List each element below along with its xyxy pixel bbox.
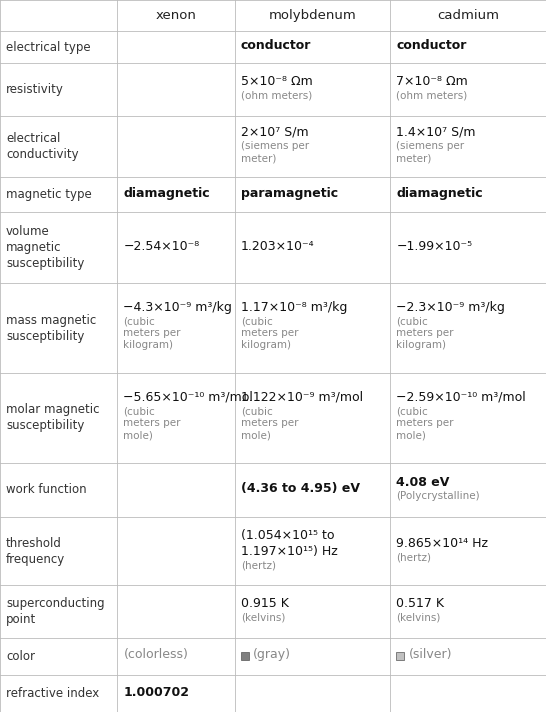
Text: (silver): (silver) [408, 649, 452, 661]
Text: (kelvins): (kelvins) [241, 613, 285, 623]
Text: (siemens per
meter): (siemens per meter) [396, 142, 465, 163]
Text: (ohm meters): (ohm meters) [396, 91, 467, 101]
Bar [396, 652, 405, 660]
Text: 9.865×10¹⁴ Hz: 9.865×10¹⁴ Hz [396, 537, 488, 550]
Text: (kelvins): (kelvins) [396, 613, 441, 623]
Text: refractive index: refractive index [6, 687, 99, 700]
Text: mass magnetic
susceptibility: mass magnetic susceptibility [6, 313, 96, 342]
Text: molybdenum: molybdenum [269, 9, 357, 22]
Text: diamagnetic: diamagnetic [123, 187, 210, 200]
Text: cadmium: cadmium [437, 9, 499, 22]
Text: (cubic
meters per
kilogram): (cubic meters per kilogram) [241, 316, 298, 350]
Text: electrical type: electrical type [6, 41, 91, 53]
Bar [241, 652, 249, 660]
Text: (siemens per
meter): (siemens per meter) [241, 142, 309, 163]
Text: (cubic
meters per
kilogram): (cubic meters per kilogram) [396, 316, 454, 350]
Text: (cubic
meters per
mole): (cubic meters per mole) [123, 406, 181, 440]
Text: −1.99×10⁻⁵: −1.99×10⁻⁵ [396, 240, 472, 253]
Text: (4.36 to 4.95) eV: (4.36 to 4.95) eV [241, 482, 360, 495]
Text: 7×10⁻⁸ Ωm: 7×10⁻⁸ Ωm [396, 75, 468, 88]
Text: (hertz): (hertz) [396, 553, 431, 562]
Text: xenon: xenon [156, 9, 197, 22]
Text: volume
magnetic
susceptibility: volume magnetic susceptibility [6, 225, 85, 271]
Text: diamagnetic: diamagnetic [396, 187, 483, 200]
Text: (hertz): (hertz) [241, 560, 276, 570]
Text: (ohm meters): (ohm meters) [241, 91, 312, 101]
Text: 5×10⁻⁸ Ωm: 5×10⁻⁸ Ωm [241, 75, 312, 88]
Text: electrical
conductivity: electrical conductivity [6, 132, 79, 161]
Text: paramagnetic: paramagnetic [241, 187, 338, 200]
Text: (colorless): (colorless) [123, 649, 188, 661]
Text: −2.3×10⁻⁹ m³/kg: −2.3×10⁻⁹ m³/kg [396, 300, 505, 314]
Text: 0.517 K: 0.517 K [396, 597, 444, 610]
Text: 1.203×10⁻⁴: 1.203×10⁻⁴ [241, 240, 314, 253]
Text: −4.3×10⁻⁹ m³/kg: −4.3×10⁻⁹ m³/kg [123, 300, 232, 314]
Text: conductor: conductor [241, 39, 311, 52]
Text: 1.17×10⁻⁸ m³/kg: 1.17×10⁻⁸ m³/kg [241, 300, 347, 314]
Text: conductor: conductor [396, 39, 467, 52]
Text: 1.4×10⁷ S/m: 1.4×10⁷ S/m [396, 126, 476, 139]
Text: color: color [6, 650, 35, 663]
Text: magnetic type: magnetic type [6, 188, 92, 201]
Text: (gray): (gray) [253, 649, 291, 661]
Text: superconducting
point: superconducting point [6, 597, 105, 626]
Text: 1.000702: 1.000702 [123, 686, 189, 698]
Text: 1.122×10⁻⁹ m³/mol: 1.122×10⁻⁹ m³/mol [241, 390, 363, 404]
Text: resistivity: resistivity [6, 83, 64, 96]
Text: 4.08 eV: 4.08 eV [396, 476, 450, 488]
Text: (cubic
meters per
mole): (cubic meters per mole) [396, 406, 454, 440]
Text: (cubic
meters per
mole): (cubic meters per mole) [241, 406, 298, 440]
Text: (1.054×10¹⁵ to
1.197×10¹⁵) Hz: (1.054×10¹⁵ to 1.197×10¹⁵) Hz [241, 529, 337, 557]
Text: (Polycrystalline): (Polycrystalline) [396, 491, 480, 501]
Text: −5.65×10⁻¹⁰ m³/mol: −5.65×10⁻¹⁰ m³/mol [123, 390, 253, 404]
Text: −2.59×10⁻¹⁰ m³/mol: −2.59×10⁻¹⁰ m³/mol [396, 390, 526, 404]
Text: (cubic
meters per
kilogram): (cubic meters per kilogram) [123, 316, 181, 350]
Text: threshold
frequency: threshold frequency [6, 537, 66, 566]
Text: 2×10⁷ S/m: 2×10⁷ S/m [241, 126, 308, 139]
Text: molar magnetic
susceptibility: molar magnetic susceptibility [6, 403, 99, 432]
Text: work function: work function [6, 483, 87, 496]
Text: −2.54×10⁻⁸: −2.54×10⁻⁸ [123, 240, 200, 253]
Text: 0.915 K: 0.915 K [241, 597, 289, 610]
